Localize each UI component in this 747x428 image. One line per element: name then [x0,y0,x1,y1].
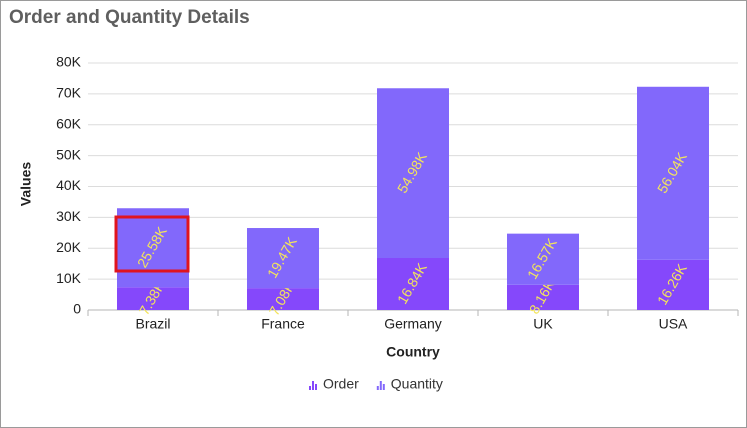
legend-item: Quantity [376,376,443,392]
y-tick-label: 0 [73,301,81,317]
bar-segment [247,288,319,310]
highlight-box [114,215,190,273]
x-tick-label: Brazil [135,316,170,332]
bar-segment [507,284,579,310]
y-tick-label: 40K [56,177,82,193]
y-axis-title: Values [18,162,34,207]
bar-segment [377,258,449,310]
y-tick-label: 60K [56,115,82,131]
bar-segment [117,208,189,288]
legend-label: Quantity [391,376,443,392]
y-tick-label: 20K [56,239,82,255]
y-tick-label: 80K [56,54,82,70]
legend-icon [312,381,314,390]
bar-segment [637,86,709,260]
y-tick-label: 70K [56,85,82,101]
legend-icon [382,384,385,390]
legend-item: Order [309,376,359,392]
x-tick-label: France [261,316,305,332]
y-tick-label: 50K [56,146,82,162]
bar-segment [117,287,189,310]
legend-icon [315,384,317,390]
bar-segment [247,228,319,289]
y-tick-label: 10K [56,270,82,286]
x-tick-label: USA [659,316,688,332]
bar-segment [377,88,449,259]
legend-icon [309,386,311,390]
x-axis-title: Country [386,344,440,360]
bar-segment [507,233,579,285]
chart-title: Order and Quantity Details [9,7,250,28]
y-tick-label: 30K [56,208,82,224]
bar-segment [637,259,709,310]
legend-icon [379,381,382,390]
legend-icon [376,386,379,390]
x-tick-label: UK [533,316,553,332]
x-tick-label: Germany [384,316,442,332]
legend-label: Order [323,376,359,392]
